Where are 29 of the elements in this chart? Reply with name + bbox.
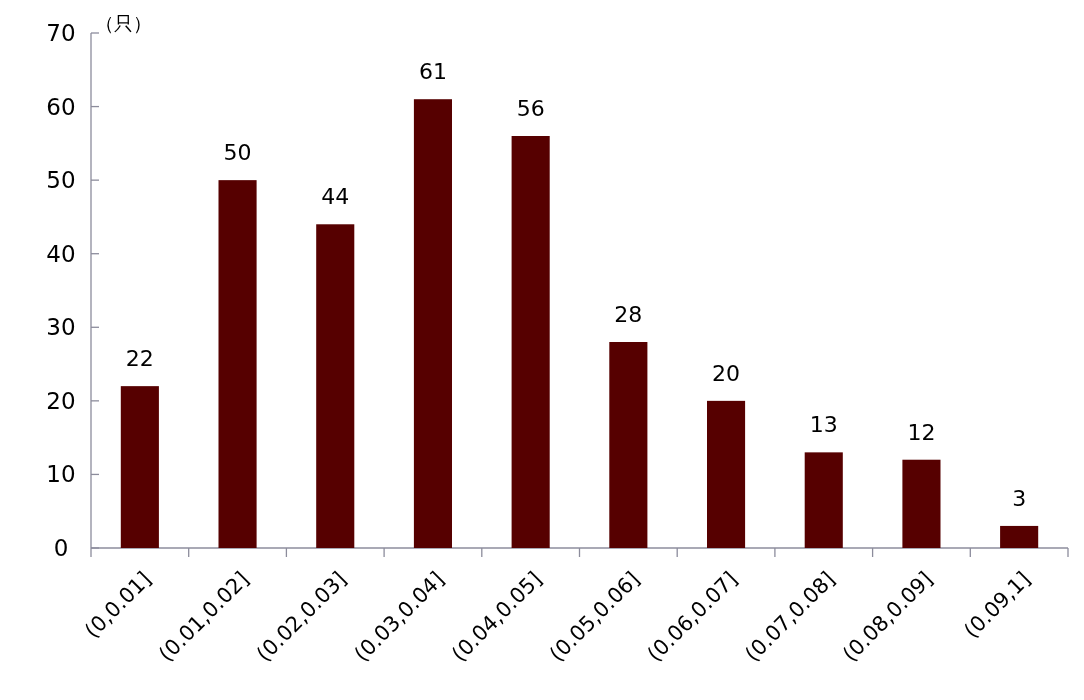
bar: [707, 400, 746, 548]
data-label: 3: [1012, 485, 1027, 511]
y-axis-title: （只）: [95, 12, 152, 34]
bar: [316, 224, 355, 548]
bar: [413, 99, 452, 548]
bar: [609, 342, 648, 548]
data-label: 12: [907, 419, 936, 445]
y-tick-label: 40: [46, 240, 76, 267]
data-label: 61: [418, 59, 447, 85]
y-tick-label: 10: [46, 461, 76, 488]
data-label: 13: [809, 412, 838, 438]
bar: [1000, 525, 1039, 548]
y-tick-label: 20: [46, 387, 76, 414]
data-label: 50: [223, 140, 252, 166]
data-label: 28: [614, 302, 643, 327]
data-label: 56: [516, 96, 545, 121]
y-tick-label: 70: [46, 20, 76, 47]
data-label: 22: [125, 346, 154, 372]
bar: [120, 386, 159, 548]
bar: [902, 459, 941, 548]
data-label: 20: [712, 360, 741, 386]
y-tick-label: 50: [46, 167, 76, 194]
bar: [804, 452, 843, 548]
data-label: 44: [321, 184, 350, 210]
y-tick-label: 60: [46, 93, 76, 120]
y-tick-label: 30: [46, 314, 76, 341]
bar: [218, 180, 257, 548]
y-tick-label: 0: [53, 535, 69, 562]
bar: [511, 136, 550, 548]
